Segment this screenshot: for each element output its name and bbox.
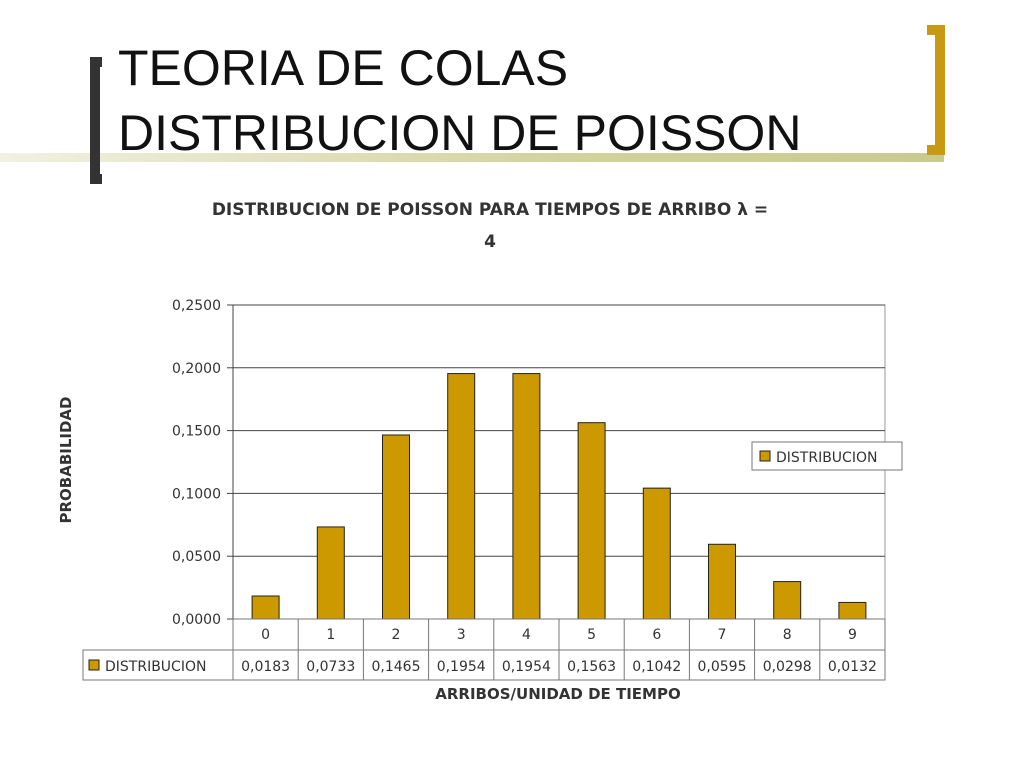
x-category-label: 1 — [326, 627, 335, 643]
right-bracket-decoration — [927, 25, 945, 155]
bar — [577, 422, 606, 620]
slide-title-line-2: DISTRIBUCION DE POISSON — [118, 105, 802, 161]
x-category-label: 3 — [457, 627, 466, 643]
bar — [382, 434, 410, 620]
left-bracket-decoration — [90, 57, 102, 184]
table-value: 0,0132 — [828, 659, 877, 675]
table-value: 0,0595 — [698, 659, 747, 675]
decorative-rule — [0, 153, 944, 162]
table-value: 0,1465 — [372, 659, 421, 675]
x-category-label: 6 — [652, 627, 661, 643]
table-value: 0,0183 — [241, 659, 290, 675]
x-category-label: 8 — [783, 627, 792, 643]
x-category-label: 2 — [392, 627, 401, 643]
y-tick-label: 0,2000 — [172, 361, 221, 377]
table-series-label: DISTRIBUCION — [105, 659, 206, 675]
table-value: 0,0298 — [763, 659, 812, 675]
x-axis-title: ARRIBOS/UNIDAD DE TIEMPO — [435, 685, 680, 703]
table-series-swatch — [88, 659, 100, 671]
bar — [512, 373, 541, 620]
legend-label: DISTRIBUCION — [776, 450, 877, 466]
bar — [708, 543, 736, 620]
y-tick-label: 0,1000 — [172, 486, 221, 502]
bar — [642, 487, 671, 620]
y-tick-label: 0,1500 — [172, 424, 221, 440]
table-value: 0,1042 — [632, 659, 681, 675]
x-category-label: 4 — [522, 627, 531, 643]
y-tick-label: 0,2500 — [172, 298, 221, 314]
bar — [773, 581, 802, 620]
x-category-label: 9 — [848, 627, 857, 643]
x-category-label: 5 — [587, 627, 596, 643]
slide-title-line-1: TEORIA DE COLAS — [118, 40, 569, 96]
bar — [838, 601, 867, 620]
y-axis-title: PROBABILIDAD — [57, 396, 75, 523]
legend-swatch — [759, 450, 771, 462]
y-tick-label: 0,0500 — [172, 549, 221, 565]
table-value: 0,1954 — [437, 659, 486, 675]
table-value: 0,0733 — [306, 659, 355, 675]
bar — [251, 595, 280, 620]
chart-title-line-2: 4 — [484, 232, 496, 252]
y-tick-label: 0,0000 — [172, 612, 221, 628]
table-value: 0,1954 — [502, 659, 551, 675]
legend-box — [751, 441, 903, 471]
table-value: 0,1563 — [567, 659, 616, 675]
bar — [316, 526, 345, 620]
x-category-label: 7 — [718, 627, 727, 643]
bar — [447, 373, 476, 620]
chart-title-line-1: DISTRIBUCION DE POISSON PARA TIEMPOS DE … — [211, 200, 769, 220]
x-category-label: 0 — [261, 627, 270, 643]
